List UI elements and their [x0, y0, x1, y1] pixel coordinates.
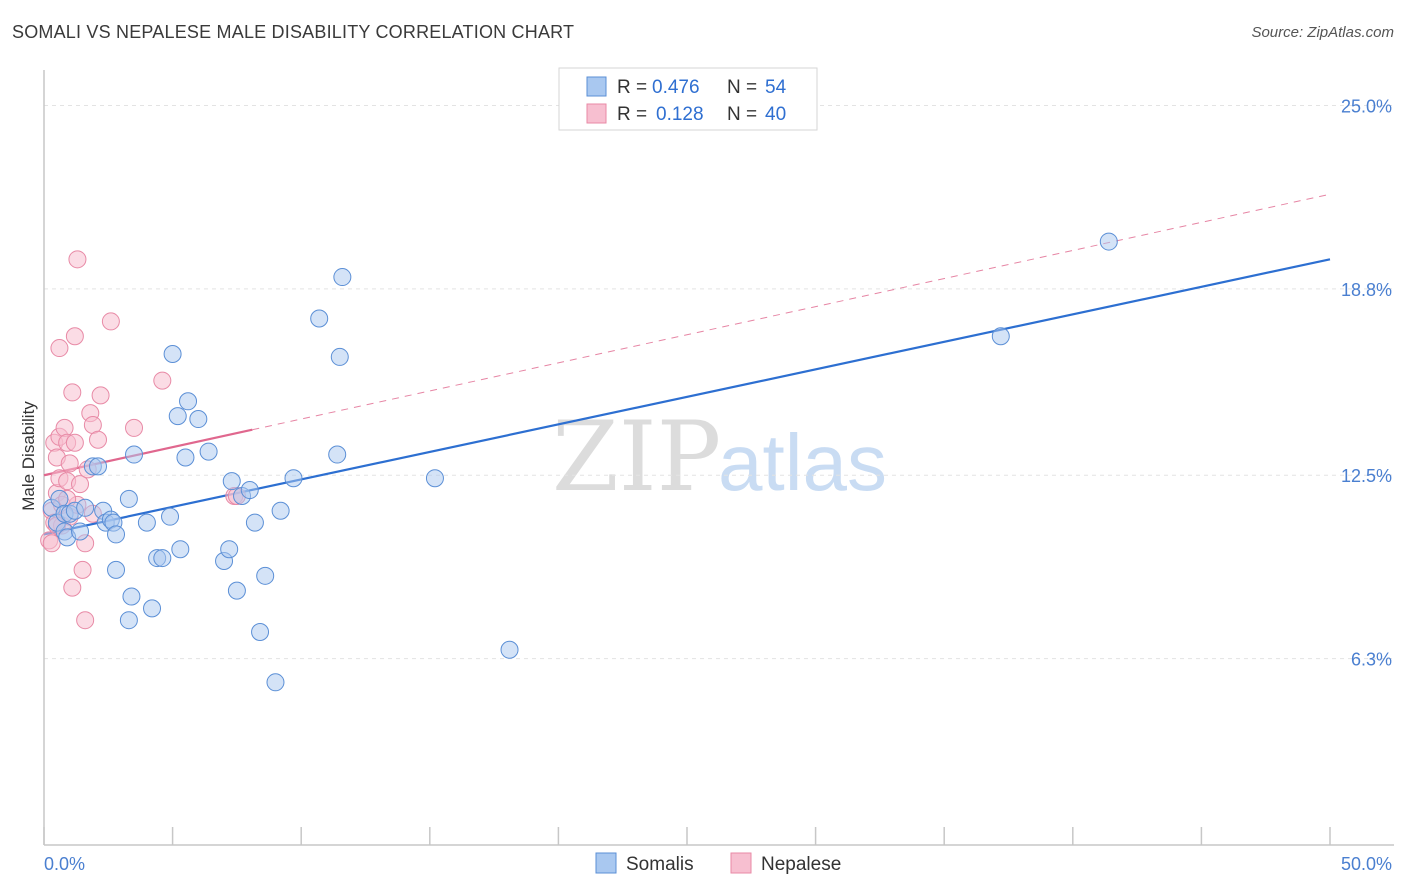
somalis-point: [71, 522, 90, 541]
nepalese-point: [153, 371, 172, 390]
watermark-zip: ZIP: [552, 401, 721, 513]
watermark-atlas: atlas: [718, 418, 887, 507]
somalis-point: [240, 481, 259, 500]
nepalese-point: [71, 475, 90, 494]
legend-r-value-somalis: 0.476: [652, 77, 700, 98]
somalis-point: [125, 445, 144, 464]
somalis-point: [284, 469, 303, 488]
legend-swatch-somalis: [586, 76, 607, 97]
legend-r-label-nepalese: R =: [617, 104, 647, 125]
bottom-legend-swatch-somalis: [595, 852, 617, 874]
nepalese-point: [50, 339, 69, 358]
somalis-points: [42, 232, 1118, 692]
y-tick-label: 25.0%: [1341, 96, 1392, 116]
nepalese-point: [63, 578, 82, 597]
somalis-point: [271, 501, 290, 520]
legend-n-value-somalis: 54: [765, 77, 787, 98]
legend-n-value-nepalese: 40: [765, 104, 786, 125]
somalis-point: [333, 268, 352, 287]
somalis-point: [425, 469, 444, 488]
somalis-point: [107, 525, 126, 544]
somalis-point: [266, 673, 285, 692]
y-tick-label: 18.8%: [1341, 280, 1392, 300]
nepalese-point: [63, 383, 82, 402]
legend-swatch-nepalese: [586, 103, 607, 124]
nepalese-trend-line: [43, 428, 253, 477]
somalis-point: [500, 640, 519, 659]
somalis-point: [176, 448, 195, 467]
somalis-point: [119, 489, 138, 508]
nepalese-point: [68, 250, 87, 269]
somalis-point: [330, 347, 349, 366]
somalis-point: [310, 309, 329, 328]
somalis-point: [153, 549, 172, 568]
bottom-legend-swatch-nepalese: [730, 852, 752, 874]
y-tick-label: 12.5%: [1341, 466, 1392, 486]
nepalese-points: [40, 250, 246, 630]
legend-r-value-nepalese: 0.128: [656, 104, 704, 125]
chart-title: SOMALI VS NEPALESE MALE DISABILITY CORRE…: [12, 22, 575, 42]
bottom-legend-label-somalis: Somalis: [626, 854, 694, 875]
gridlines: [44, 104, 1394, 660]
bottom-legend-label-nepalese: Nepalese: [761, 854, 841, 875]
somalis-point: [179, 392, 198, 411]
somalis-point: [222, 472, 241, 491]
legend-n-label-nepalese: N =: [727, 104, 757, 125]
nepalese-point: [125, 418, 144, 437]
bottom-legend: Somalis Nepalese: [595, 852, 841, 875]
somalis-point: [991, 327, 1010, 346]
somalis-point: [161, 507, 180, 526]
legend-r-label-somalis: R =: [617, 77, 647, 98]
somalis-point: [137, 513, 156, 532]
somalis-point: [143, 599, 162, 618]
somalis-point: [251, 623, 270, 642]
y-tick-labels: 6.3% 12.5% 18.8% 25.0%: [1341, 96, 1392, 669]
somalis-point: [163, 344, 182, 363]
nepalese-point: [65, 433, 84, 452]
x-tick-label-max: 50.0%: [1341, 854, 1392, 874]
x-tick-label-min: 0.0%: [44, 854, 85, 874]
nepalese-point: [55, 418, 74, 437]
legend-n-label-somalis: N =: [727, 77, 757, 98]
legend: R = 0.476 N = 54 R = 0.128 N = 40: [558, 67, 818, 131]
nepalese-point: [101, 312, 120, 331]
somalis-point: [107, 560, 126, 579]
somalis-point: [199, 442, 218, 461]
somalis-point: [328, 445, 347, 464]
somalis-point: [89, 457, 108, 476]
y-tick-label: 6.3%: [1351, 650, 1392, 670]
nepalese-point: [91, 386, 110, 405]
watermark: ZIP atlas: [552, 401, 887, 513]
somalis-point: [1099, 232, 1118, 251]
somalis-point: [220, 540, 239, 559]
somalis-point: [227, 581, 246, 600]
somalis-point: [171, 540, 190, 559]
nepalese-trend-dashed: [252, 193, 1331, 431]
somalis-point: [189, 410, 208, 429]
nepalese-point: [65, 327, 84, 346]
somalis-point: [119, 611, 138, 630]
x-axis-ticks: [43, 827, 1331, 845]
nepalese-point: [42, 534, 61, 553]
somalis-point: [76, 498, 95, 517]
nepalese-point: [76, 611, 95, 630]
somalis-point: [256, 566, 275, 585]
nepalese-point: [60, 454, 79, 473]
somalis-point: [122, 587, 141, 606]
somalis-point: [168, 407, 187, 426]
nepalese-point: [73, 560, 92, 579]
y-axis-label: Male Disability: [19, 401, 38, 511]
source-label: Source: ZipAtlas.com: [1251, 24, 1394, 41]
somalis-point: [245, 513, 264, 532]
nepalese-point: [89, 430, 108, 449]
